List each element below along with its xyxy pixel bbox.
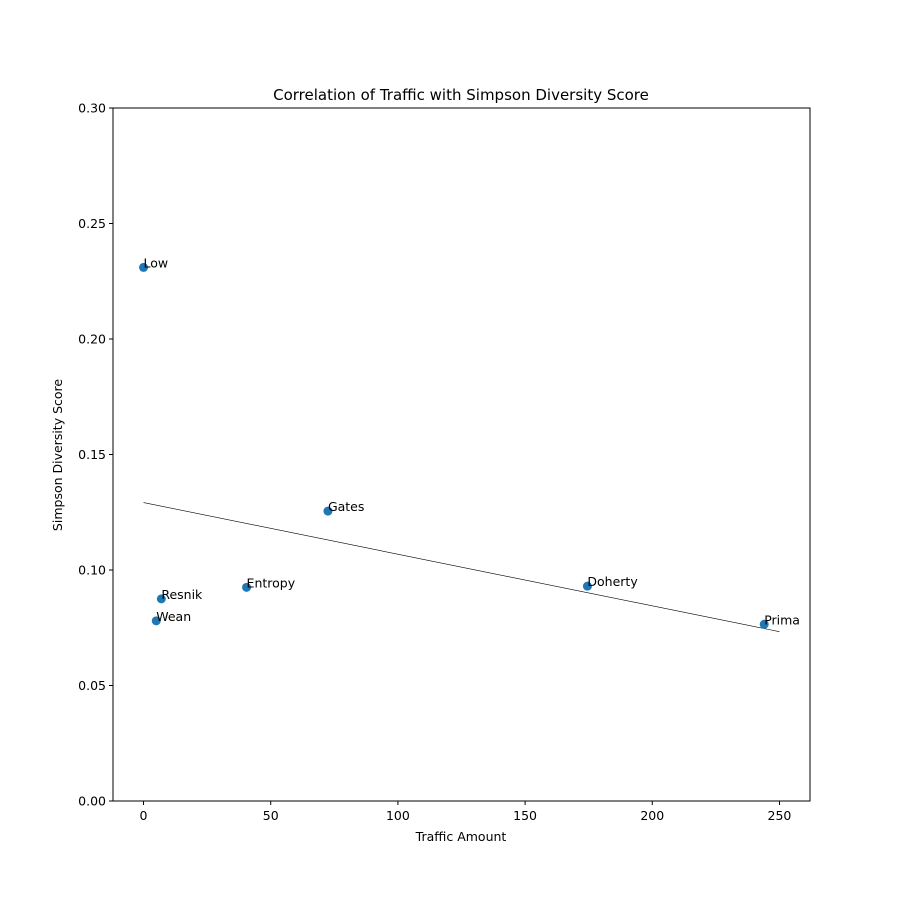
y-tick-label: 0.05 bbox=[78, 678, 106, 693]
data-point-label: Doherty bbox=[587, 574, 638, 589]
data-point bbox=[139, 262, 149, 272]
data-point-label: Low bbox=[144, 255, 169, 270]
x-tick-label: 150 bbox=[513, 808, 537, 823]
data-point-label: Gates bbox=[328, 499, 364, 514]
data-points: Low Resnik Wean Entropy Gates Doherty Prima bbox=[139, 255, 800, 629]
data-point bbox=[323, 506, 333, 516]
data-point-label: Prima bbox=[764, 612, 800, 627]
y-tick-label: 0.00 bbox=[78, 794, 106, 809]
y-tick-label: 0.25 bbox=[78, 216, 106, 231]
y-axis-label: Simpson Diversity Score bbox=[50, 379, 65, 531]
data-point-label: Resnik bbox=[161, 587, 203, 602]
plot-frame bbox=[112, 107, 811, 802]
y-tick-label: 0.10 bbox=[78, 563, 106, 578]
data-point-label: Wean bbox=[156, 609, 191, 624]
x-axis: 0 50 100 150 200 250 bbox=[140, 801, 792, 823]
trend-line bbox=[143, 502, 780, 632]
data-point bbox=[156, 594, 166, 604]
x-tick-label: 0 bbox=[140, 808, 148, 823]
y-axis: 0.00 0.05 0.10 0.15 0.20 0.25 0.30 bbox=[78, 101, 113, 809]
x-tick-label: 100 bbox=[386, 808, 410, 823]
data-point bbox=[582, 581, 592, 591]
x-tick-label: 200 bbox=[640, 808, 664, 823]
y-tick-label: 0.20 bbox=[78, 332, 106, 347]
y-tick-label: 0.30 bbox=[78, 101, 106, 116]
x-tick-label: 50 bbox=[263, 808, 279, 823]
x-axis-label: Traffic Amount bbox=[415, 829, 507, 844]
data-point bbox=[151, 616, 161, 626]
data-point bbox=[759, 619, 769, 629]
x-tick-label: 250 bbox=[768, 808, 792, 823]
y-tick-label: 0.15 bbox=[78, 447, 106, 462]
data-point-label: Entropy bbox=[247, 575, 296, 590]
data-point bbox=[242, 582, 252, 592]
chart-title: Correlation of Traffic with Simpson Dive… bbox=[273, 86, 649, 104]
